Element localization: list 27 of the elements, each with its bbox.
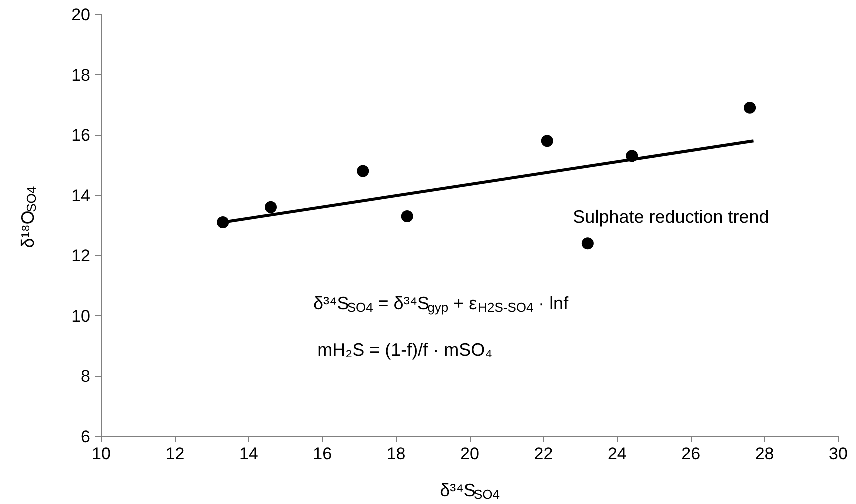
- x-tick-label: 24: [608, 444, 627, 464]
- y-tick-label: 16: [72, 126, 91, 146]
- x-tick-label: 14: [239, 444, 258, 464]
- annotation: mH₂S = (1-f)/f · mSO₄: [318, 340, 492, 360]
- point: [357, 165, 370, 178]
- point: [582, 238, 594, 250]
- x-tick-label: 20: [460, 444, 480, 464]
- y-tick-label: 6: [81, 428, 91, 446]
- point: [541, 135, 554, 148]
- x-tick-label: 28: [755, 444, 774, 464]
- y-tick-label: 10: [72, 306, 91, 326]
- y-tick-label: 18: [72, 66, 91, 85]
- x-tick-label: 16: [313, 444, 332, 464]
- annotation: Sulphate reduction trend: [573, 207, 770, 228]
- x-tick-label: 12: [166, 444, 185, 464]
- point: [401, 210, 414, 222]
- y-tick-label: 12: [72, 246, 91, 266]
- x-tick-label: 22: [534, 444, 554, 464]
- y-tick-label: 14: [72, 186, 91, 206]
- y-axis-title: δ¹⁸OSO4: [18, 186, 40, 248]
- y-tick-label: 8: [81, 367, 91, 386]
- point: [265, 201, 278, 214]
- point: [744, 102, 756, 114]
- x-tick-label: 30: [829, 444, 848, 464]
- x-tick-label: 26: [682, 444, 701, 464]
- y-tick-label: 20: [72, 6, 91, 24]
- x-tick-label: 18: [386, 444, 406, 464]
